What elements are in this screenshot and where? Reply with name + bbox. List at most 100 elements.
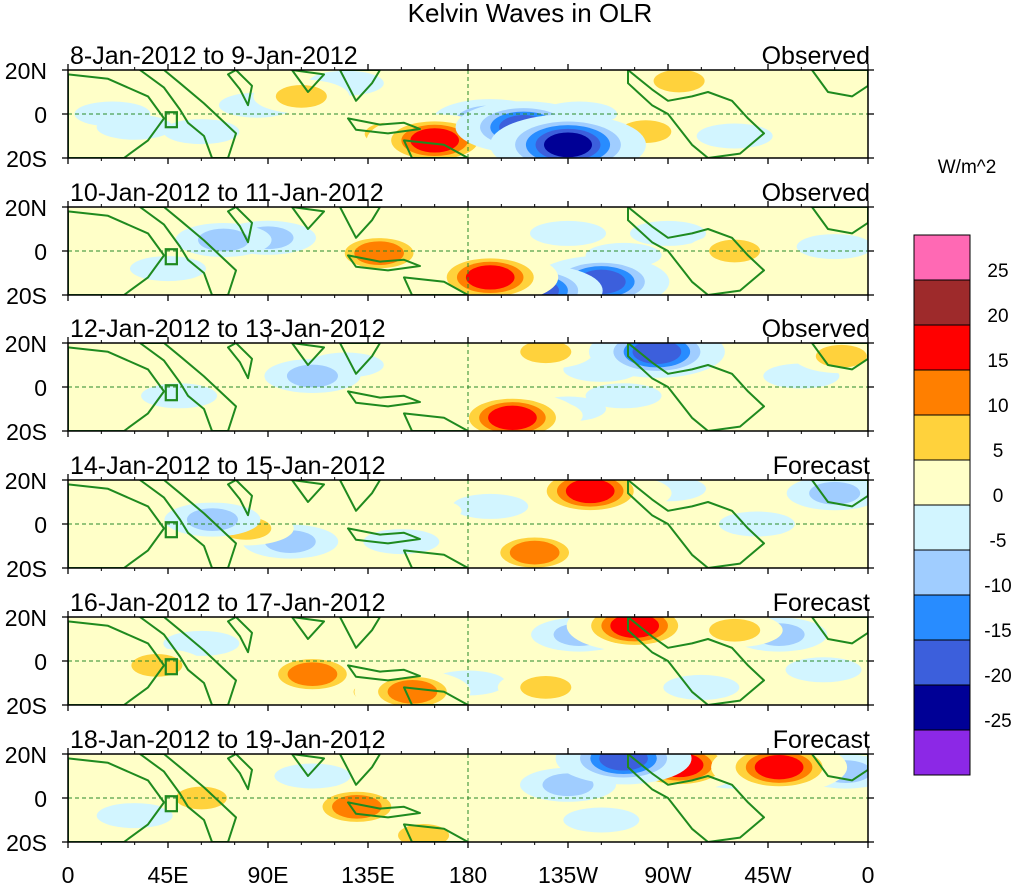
coastline [227, 70, 253, 107]
coastline [68, 346, 165, 431]
colorbar-bin [913, 594, 971, 641]
coastline [627, 70, 765, 158]
olr-anomaly-blob [174, 121, 228, 143]
colorbar: W/m^2 25 20 15 10 5 0 -5 -10 -15 -20 -25 [913, 157, 1012, 776]
colorbar-tick-label: -10 [984, 576, 1011, 597]
coastline [347, 801, 421, 819]
panel-type-label: Forecast [773, 726, 870, 754]
coastline [291, 480, 325, 503]
coastline [291, 343, 325, 366]
index-box [164, 658, 178, 676]
lon-label: 180 [449, 862, 487, 887]
x-axis: 0 45E 90E 135E 180 135W 90W 45W 0 [62, 862, 875, 887]
olr-anomaly-blob [108, 526, 162, 548]
coastline [139, 207, 237, 295]
panel-type-label: Observed [762, 315, 870, 343]
colorbar-tick-label: 0 [993, 486, 1004, 507]
panel-date-label: 18-Jan-2012 to 19-Jan-2012 [70, 726, 386, 754]
colorbar-bin [913, 234, 971, 281]
coastline [68, 210, 165, 295]
coastline [139, 70, 237, 158]
colorbar-tick-label: 20 [987, 306, 1008, 327]
coastline [139, 480, 237, 568]
lon-label: 0 [862, 862, 875, 887]
coastline [291, 754, 325, 777]
coastline [139, 754, 237, 842]
olr-anomaly-blob [543, 132, 593, 158]
coastline [347, 117, 421, 135]
olr-anomaly-blob [808, 236, 862, 258]
lon-label: 90W [644, 862, 692, 887]
olr-anomaly-blob [141, 258, 195, 280]
olr-anomaly-blob [68, 262, 117, 284]
olr-anomaly-blob [542, 773, 594, 797]
colorbar-bin [913, 549, 971, 596]
olr-anomaly-blob [509, 540, 560, 565]
olr-anomaly-blob [108, 116, 162, 138]
colorbar-bin [913, 729, 971, 776]
map-panel: 16-Jan-2012 to 17-Jan-2012 Forecast 20N 0 20… [5, 589, 874, 719]
olr-anomaly-blob [441, 365, 495, 387]
colorbar-tick-label: -25 [984, 711, 1011, 732]
olr-field [68, 207, 868, 295]
olr-anomaly-blob [287, 662, 338, 687]
olr-anomaly-blob [186, 508, 238, 531]
coastline [227, 343, 253, 380]
olr-anomaly-blob [332, 794, 382, 819]
olr-anomaly-blob [599, 754, 648, 771]
map-panel: 8-Jan-2012 to 9-Jan-2012 Observed 20N 0 20S [5, 42, 874, 172]
index-box [164, 384, 178, 402]
coastline [291, 207, 325, 230]
olr-field [68, 480, 868, 568]
olr-anomaly-blob [463, 495, 517, 517]
lat-label: 0 [34, 375, 47, 401]
index-box [164, 795, 178, 813]
lat-label: 20N [5, 605, 47, 631]
map-panel: 14-Jan-2012 to 15-Jan-2012 Forecast 20N 0 20… [5, 452, 874, 582]
lat-label: 20S [6, 556, 47, 582]
lat-label: 20N [5, 742, 47, 768]
index-box [164, 111, 178, 129]
lat-label: 20N [5, 468, 47, 494]
coastline [339, 617, 381, 649]
coastline [403, 139, 469, 158]
olr-anomaly-blob [174, 632, 228, 654]
coastline [811, 754, 868, 782]
olr-anomaly-blob [275, 85, 327, 108]
coastline [811, 207, 868, 235]
olr-anomaly-blob [396, 500, 451, 522]
coastline [627, 207, 765, 295]
colorbar-units: W/m^2 [938, 157, 997, 178]
panel-date-label: 10-Jan-2012 to 11-Jan-2012 [70, 179, 384, 207]
index-box [164, 248, 178, 266]
lat-label: 20N [5, 195, 47, 221]
olr-anomaly-blob [285, 765, 340, 787]
colorbar-bin [913, 324, 971, 371]
olr-anomaly-blob [596, 668, 651, 690]
coastline [811, 70, 868, 98]
lat-label: 20S [6, 146, 47, 172]
lon-label: 90E [248, 862, 289, 887]
olr-anomaly-blob [674, 676, 728, 698]
lon-label: 135W [538, 862, 598, 887]
olr-anomaly-blob [754, 755, 804, 780]
lat-label: 20S [6, 419, 47, 445]
coastline [227, 207, 253, 244]
coastline [347, 527, 421, 545]
olr-anomaly-blob [809, 481, 861, 505]
olr-anomaly-blob [96, 385, 151, 407]
olr-anomaly-blob [319, 504, 373, 526]
coastline [139, 343, 237, 431]
map-panel: 12-Jan-2012 to 13-Jan-2012 Observed 20N 0 20… [5, 315, 874, 445]
olr-anomaly-blob [752, 209, 806, 231]
colorbar-tick-label: -15 [984, 621, 1011, 642]
olr-anomaly-blob [696, 539, 751, 561]
olr-anomaly-blob [520, 676, 572, 699]
coastline [347, 390, 421, 408]
coastline [339, 70, 381, 102]
panel-type-label: Forecast [773, 589, 870, 617]
coastline [403, 549, 469, 568]
coastline [68, 73, 165, 158]
coastline [227, 754, 253, 791]
